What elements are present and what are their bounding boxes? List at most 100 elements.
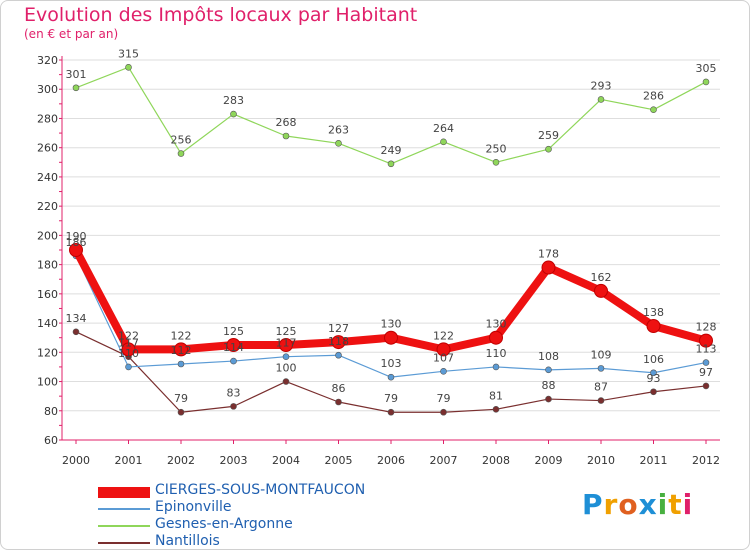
data-point — [702, 382, 710, 390]
data-point — [282, 132, 290, 140]
data-point — [177, 360, 185, 368]
data-label: 122 — [171, 329, 192, 342]
data-point — [440, 368, 447, 375]
data-point — [699, 333, 713, 348]
data-point — [335, 351, 342, 359]
data-label: 108 — [538, 350, 559, 363]
data-point — [230, 357, 237, 365]
y-tick-label: 320 — [37, 54, 58, 67]
data-point — [177, 150, 185, 157]
data-point — [387, 408, 395, 416]
legend-label-epinonville: Epinonville — [155, 499, 232, 515]
data-label: 110 — [486, 347, 507, 360]
data-point — [230, 110, 237, 118]
legend-swatch-gesnes — [98, 525, 150, 527]
y-tick-label: 200 — [37, 229, 58, 242]
data-point — [492, 363, 500, 371]
data-label: 114 — [223, 341, 244, 354]
data-label: 268 — [276, 116, 297, 129]
data-label: 117 — [118, 337, 139, 350]
data-label: 79 — [384, 392, 398, 405]
legend-swatch-nantillois — [98, 542, 150, 544]
data-label: 186 — [66, 236, 87, 249]
x-tick-label: 2006 — [377, 454, 405, 467]
data-label: 162 — [591, 271, 612, 284]
data-label: 106 — [643, 353, 664, 366]
data-label: 88 — [542, 379, 556, 392]
data-point — [489, 330, 503, 345]
data-point — [384, 330, 398, 345]
data-point — [125, 64, 132, 71]
data-point — [72, 84, 80, 92]
data-label: 130 — [486, 318, 507, 331]
data-label: 117 — [276, 337, 297, 350]
data-point — [440, 138, 447, 146]
x-tick-label: 2009 — [535, 454, 563, 467]
y-tick-label: 140 — [37, 317, 58, 330]
data-label: 122 — [118, 329, 139, 342]
x-tick-label: 2007 — [430, 454, 458, 467]
data-point — [646, 319, 661, 333]
y-tick-label: 300 — [37, 83, 58, 96]
y-tick-label: 120 — [37, 346, 58, 359]
data-label: 103 — [381, 357, 402, 370]
data-label: 113 — [696, 343, 717, 356]
data-point — [436, 342, 451, 357]
data-point — [282, 378, 290, 385]
y-tick-label: 280 — [37, 112, 58, 125]
chart-subtitle: (en € et par an) — [24, 27, 119, 41]
data-label: 256 — [171, 134, 192, 147]
y-tick-label: 240 — [37, 171, 58, 184]
data-point — [440, 408, 447, 416]
data-label: 286 — [643, 90, 664, 103]
data-label: 130 — [381, 318, 402, 331]
data-label: 128 — [696, 321, 717, 334]
legend-label-cierges: CIERGES-SOUS-MONTFAUCON — [155, 482, 366, 498]
y-tick-label: 100 — [37, 376, 58, 389]
data-point — [387, 160, 395, 168]
data-point — [72, 328, 80, 336]
data-point — [492, 159, 500, 166]
data-label: 87 — [594, 381, 608, 394]
data-point — [125, 363, 132, 371]
data-point — [387, 373, 395, 381]
data-point — [597, 365, 605, 372]
data-label: 86 — [332, 382, 346, 395]
data-label: 315 — [118, 47, 139, 60]
data-label: 263 — [328, 123, 349, 136]
data-label: 190 — [66, 230, 87, 243]
legend-label-nantillois: Nantillois — [155, 533, 220, 549]
legend-swatch-epinonville — [98, 508, 150, 510]
data-label: 118 — [328, 335, 349, 348]
data-point — [650, 388, 657, 396]
data-label: 107 — [433, 351, 454, 364]
data-point — [279, 338, 293, 352]
data-point — [177, 408, 185, 416]
data-label: 81 — [489, 389, 503, 402]
data-label: 134 — [66, 312, 87, 325]
y-tick-label: 220 — [37, 200, 58, 213]
y-tick-label: 60 — [44, 434, 58, 447]
data-label: 249 — [381, 144, 402, 157]
x-tick-label: 2000 — [62, 454, 90, 467]
x-tick-label: 2003 — [220, 454, 248, 467]
data-point — [541, 260, 556, 275]
data-label: 79 — [174, 392, 188, 405]
data-label: 305 — [696, 62, 717, 75]
data-point — [335, 398, 342, 406]
data-label: 112 — [171, 344, 192, 357]
y-tick-label: 160 — [37, 288, 58, 301]
data-point — [226, 338, 241, 352]
data-point — [282, 353, 290, 360]
data-point — [121, 342, 136, 357]
data-label: 264 — [433, 122, 454, 135]
data-point — [702, 78, 710, 86]
data-label: 127 — [328, 322, 349, 335]
data-label: 125 — [223, 325, 244, 338]
legend-swatch-cierges — [98, 487, 150, 498]
proxiti-logo: Proxiti — [582, 488, 694, 521]
data-point — [650, 369, 657, 377]
data-label: 259 — [538, 129, 559, 142]
line-chart: 60 80 100 120 140 160 180 200 220 240 260 280 300 320… — [37, 47, 720, 467]
